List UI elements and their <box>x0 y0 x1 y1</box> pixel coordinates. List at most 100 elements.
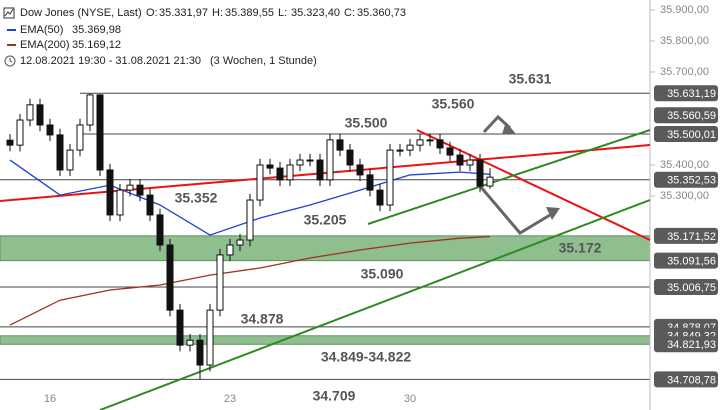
annotation: 35.352 <box>175 190 218 206</box>
candle-body <box>456 154 464 166</box>
annotation: 35.090 <box>361 266 404 282</box>
candle-body <box>326 139 334 181</box>
chart-title: Dow Jones (NYSE, Last) <box>20 7 142 19</box>
legend-value: 35.169,12 <box>72 39 121 51</box>
zone-band <box>0 235 651 262</box>
clock-icon <box>9 58 13 63</box>
price-tag-label: 34.821,93 <box>667 339 716 351</box>
chart-icon <box>4 8 14 17</box>
x-tick-label: 16 <box>44 393 56 405</box>
legend-label: EMA(50) <box>20 24 63 36</box>
candle-body <box>116 189 124 216</box>
candle-body <box>296 159 304 166</box>
candle-body <box>246 199 254 241</box>
legend-value: 35.369,98 <box>72 24 121 36</box>
trendline <box>99 199 651 410</box>
price-tag-label: 35.006,75 <box>667 282 716 294</box>
price-tag-label: 35.500,01 <box>667 129 716 141</box>
price-tag <box>654 252 718 269</box>
price-tag <box>654 278 718 295</box>
annotation: 35.631 <box>509 71 552 87</box>
candle-body <box>216 254 224 311</box>
annotation: 35.560 <box>432 96 475 112</box>
candle-body <box>126 184 134 191</box>
price-tag <box>654 125 718 142</box>
candle-body <box>426 139 434 142</box>
price-tag <box>654 107 718 124</box>
candle-body <box>226 244 234 256</box>
price-tag-label: 34.708,78 <box>667 374 716 386</box>
price-tag-label: 35.560,59 <box>667 110 716 122</box>
arrow-head <box>546 207 560 220</box>
price-tag <box>654 85 718 102</box>
candle-body <box>16 119 24 146</box>
candle-body <box>346 149 354 166</box>
ohlc-value: 35.360,73 <box>357 7 406 19</box>
candle-body <box>446 147 454 156</box>
x-tick-label: 23 <box>224 393 236 405</box>
candle-body <box>236 239 244 246</box>
candle-body <box>136 184 144 196</box>
candle-body <box>466 159 474 166</box>
candle-body <box>486 176 494 187</box>
candle-body <box>166 244 174 311</box>
price-tag <box>654 227 718 244</box>
clock-icon <box>4 55 16 67</box>
ohlc-value: 35.331,97 <box>159 7 208 19</box>
candle-body <box>36 104 44 126</box>
candle-body <box>286 164 294 181</box>
x-tick-label: 30 <box>404 393 416 405</box>
candle-body <box>56 134 64 171</box>
annotation: 35.205 <box>304 212 347 228</box>
arrow-head <box>502 122 516 134</box>
candle-body <box>256 164 264 201</box>
period-note: (3 Wochen, 1 Stunde) <box>210 55 317 67</box>
annotation: 35.500 <box>345 115 388 131</box>
chart-icon <box>3 7 15 19</box>
price-tag <box>654 371 718 388</box>
price-tag <box>654 171 718 188</box>
candle-body <box>366 174 374 191</box>
legend-label: EMA(200) <box>20 39 70 51</box>
candle-body <box>266 164 274 169</box>
candle-body <box>206 309 214 366</box>
ohlc-label: H: <box>212 7 223 19</box>
candle-body <box>106 169 114 216</box>
ohlc-label: L: <box>278 7 287 19</box>
ohlc-value: 35.323,40 <box>291 7 340 19</box>
y-tick-label: 35.900,00 <box>660 4 709 16</box>
candle-body <box>86 94 94 126</box>
candle-body <box>376 189 384 206</box>
candle-body <box>316 159 324 181</box>
candle-body <box>6 139 14 146</box>
ema-line <box>9 159 491 236</box>
candle-body <box>26 104 34 121</box>
candle-body <box>406 144 414 151</box>
ohlc-value: 35.389,55 <box>225 7 274 19</box>
ohlc-label: O: <box>146 7 158 19</box>
candle-body <box>96 94 104 171</box>
candle-body <box>276 167 284 181</box>
trendline <box>367 129 651 225</box>
period: 12.08.2021 19:30 - 31.08.2021 21:30 <box>20 55 201 67</box>
price-tag-label: 35.631,19 <box>667 88 716 100</box>
trendline <box>416 129 651 241</box>
annotation: 34.709 <box>313 388 356 404</box>
zone-band <box>0 335 651 345</box>
candle-body <box>396 149 404 152</box>
price-tag <box>654 336 718 353</box>
candle-body <box>156 214 164 246</box>
candle-body <box>76 124 84 151</box>
candle-body <box>146 194 154 216</box>
candle-body <box>46 124 54 136</box>
candle-body <box>436 139 444 149</box>
y-tick-label: 35.700,00 <box>660 66 709 78</box>
candle-body <box>416 139 424 146</box>
candle-body <box>196 339 204 366</box>
y-tick-label: 35.800,00 <box>660 35 709 47</box>
price-tag-label: 35.171,52 <box>667 231 716 243</box>
annotation: 34.878 <box>241 311 284 327</box>
candle-body <box>336 139 344 151</box>
candle-body <box>66 149 74 171</box>
